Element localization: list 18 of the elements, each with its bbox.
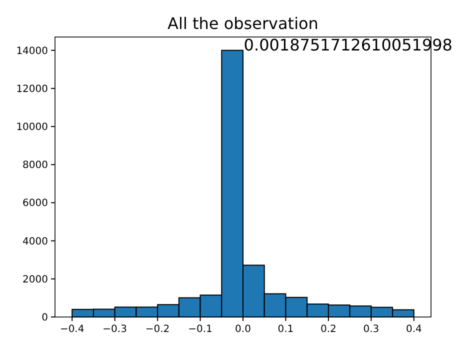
y-tick-label: 4000 [22, 236, 48, 248]
x-tick-label: 0.1 [278, 324, 294, 335]
x-tick-label: −0.2 [145, 324, 170, 335]
x-tick-label: −0.4 [60, 324, 84, 335]
y-tick-label: 0 [42, 312, 48, 324]
y-tick-label: 12000 [16, 84, 48, 95]
x-tick-label: 0.4 [406, 324, 422, 335]
y-tick-label: 2000 [22, 274, 48, 286]
x-tick-label: 0.0 [235, 324, 251, 335]
x-tick-label: −0.1 [188, 324, 212, 335]
y-tick-label: 8000 [22, 160, 48, 172]
x-tick-label: 0.3 [363, 324, 380, 335]
y-tick-label: 10000 [16, 122, 48, 134]
x-tick-label: 0.2 [320, 324, 336, 335]
y-tick-label: 6000 [22, 198, 48, 210]
y-tick-label: 14000 [16, 46, 48, 57]
x-tick-label: −0.3 [102, 324, 127, 335]
chart-title: All the observation [168, 14, 318, 33]
